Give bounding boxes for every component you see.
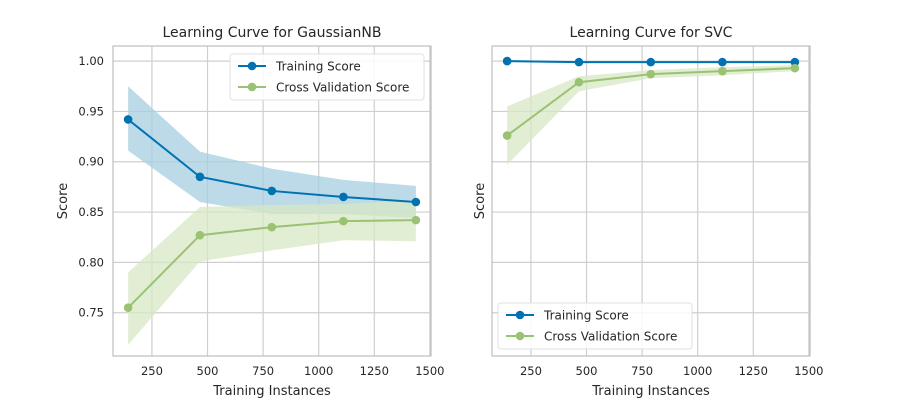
data-point-training: [646, 57, 656, 67]
x-tick-label: 1500: [794, 364, 823, 378]
confidence-band-training: [128, 86, 416, 219]
x-tick-label: 1000: [304, 364, 333, 378]
x-tick-label: 1000: [683, 364, 712, 378]
data-point-cross-validation: [574, 77, 584, 87]
data-point-cross-validation: [646, 69, 656, 79]
axes-frame: [491, 45, 811, 357]
x-tick-label: 1500: [415, 364, 444, 378]
data-point-training: [339, 192, 348, 202]
x-tick-label: 750: [631, 364, 653, 378]
legend: Training Score Cross Validation Score: [229, 53, 425, 101]
chart-title: Learning Curve for SVC: [570, 25, 733, 41]
data-point-training: [267, 186, 277, 196]
legend-entry-label: Training Score: [543, 309, 629, 323]
y-tick-label: 0.95: [78, 104, 104, 118]
data-point-cross-validation: [339, 216, 348, 226]
legend-dot-marker: [515, 331, 525, 341]
y-axis-label: Score: [56, 183, 71, 219]
x-tick-label: 500: [576, 364, 598, 378]
data-point-cross-validation: [411, 215, 421, 225]
x-tick-label: 250: [141, 364, 163, 378]
data-point-cross-validation: [718, 66, 727, 76]
data-point-cross-validation: [790, 63, 800, 73]
legend: Training Score Cross Validation Score: [497, 302, 693, 350]
x-tick-label: 750: [252, 364, 274, 378]
legend-box: [497, 302, 693, 350]
x-tick-label: 1250: [739, 364, 768, 378]
y-tick-label: 1.00: [78, 54, 104, 68]
x-tick-label: 1250: [360, 364, 389, 378]
y-axis-label: Score: [473, 183, 488, 219]
data-point-cross-validation: [195, 230, 205, 240]
data-point-training: [502, 56, 512, 66]
axes-frame: [112, 45, 432, 357]
legend-dot-marker: [247, 82, 257, 92]
x-axis-label: Training Instances: [591, 384, 710, 399]
legend-entry-label: Cross Validation Score: [544, 330, 677, 344]
data-point-cross-validation: [502, 131, 512, 140]
x-tick-label: 250: [520, 364, 542, 378]
legend-dot-marker: [247, 61, 257, 71]
chart-title: Learning Curve for GaussianNB: [163, 25, 382, 41]
y-tick-label: 0.90: [78, 155, 104, 169]
confidence-band-cross-validation: [128, 199, 416, 345]
chart-panel-1: 250 500 750 1000 1250 1500 0.75 0.80 0.85 0.90 0.9…: [56, 25, 445, 399]
data-point-training: [411, 197, 421, 207]
y-tick-label: 0.85: [78, 205, 104, 219]
data-point-training: [718, 57, 727, 67]
legend-dot-marker: [515, 310, 525, 320]
data-point-training: [574, 57, 584, 67]
y-tick-label: 0.80: [78, 255, 104, 269]
y-tick-label: 0.75: [78, 306, 104, 320]
legend-entry-label: Cross Validation Score: [276, 81, 409, 95]
data-point-cross-validation: [123, 303, 133, 312]
legend-box: [229, 53, 425, 101]
data-point-training: [790, 57, 800, 67]
data-point-training: [123, 115, 133, 124]
legend-entry-label: Training Score: [275, 60, 361, 74]
data-point-cross-validation: [267, 222, 277, 232]
data-point-training: [195, 172, 205, 182]
x-axis-label: Training Instances: [212, 384, 331, 399]
x-tick-label: 500: [197, 364, 219, 378]
chart-panel-2: 250 500 750 1000 1250 1500 Learning Curve for …: [473, 25, 824, 399]
confidence-band-cross-validation: [507, 65, 795, 165]
